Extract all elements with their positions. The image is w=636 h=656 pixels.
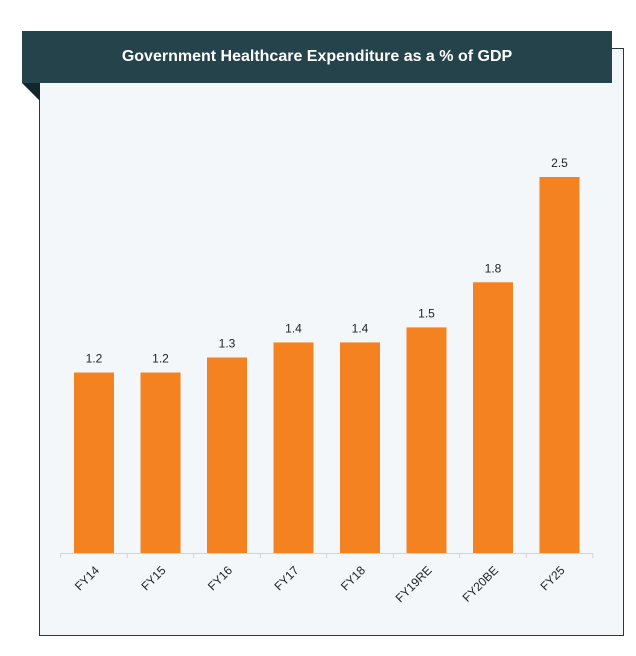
x-tick-label-fy25: FY25 xyxy=(537,563,567,593)
banner-fold xyxy=(22,83,40,101)
bar-fy14 xyxy=(74,372,114,553)
x-tick-label-fy20be: FY20BE xyxy=(460,563,502,605)
x-tick-label-fy15: FY15 xyxy=(138,563,168,593)
data-label-fy17: 1.4 xyxy=(285,321,302,335)
data-label-fy25: 2.5 xyxy=(551,156,568,170)
bar-fy16 xyxy=(207,357,247,553)
x-tick-label-fy18: FY18 xyxy=(338,563,368,593)
bar-fy25 xyxy=(539,177,580,553)
data-label-fy15: 1.2 xyxy=(152,352,169,366)
x-tick-label-fy16: FY16 xyxy=(205,563,235,593)
data-label-fy20be: 1.8 xyxy=(485,261,502,275)
x-ticks xyxy=(60,553,594,558)
x-tick-label-fy14: FY14 xyxy=(72,563,102,593)
data-label-fy16: 1.3 xyxy=(219,336,236,350)
x-tick-labels: FY14 FY15 FY16 FY17 FY18 FY19RE FY20BE FY25 xyxy=(72,563,568,605)
data-labels: 1.2 1.2 1.3 1.4 1.4 1.5 1.8 2.5 xyxy=(86,156,569,366)
chart-card xyxy=(39,48,624,636)
bar-fy19re xyxy=(406,327,447,553)
x-tick-label-fy17: FY17 xyxy=(271,563,301,593)
bar-fy17 xyxy=(273,342,314,553)
data-label-fy19re: 1.5 xyxy=(418,306,435,320)
bar-fy20be xyxy=(473,282,513,553)
bars xyxy=(74,177,580,553)
x-tick-label-fy19re: FY19RE xyxy=(393,563,435,605)
chart-title: Government Healthcare Expenditure as a %… xyxy=(22,31,612,83)
data-label-fy18: 1.4 xyxy=(352,321,369,335)
bar-fy18 xyxy=(340,342,380,553)
data-label-fy14: 1.2 xyxy=(86,352,103,366)
bar-fy15 xyxy=(140,372,181,553)
